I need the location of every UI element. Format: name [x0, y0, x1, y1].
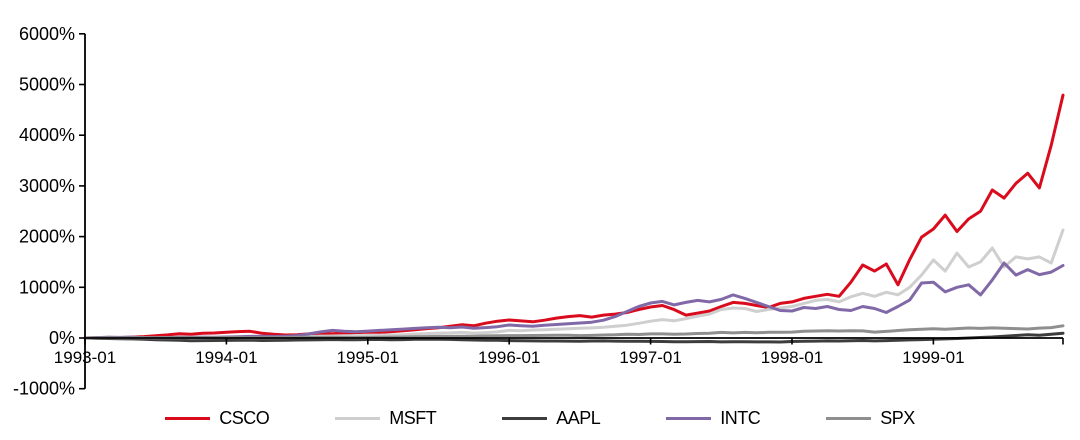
svg-text:-1000%: -1000%: [13, 379, 75, 399]
legend-item-intc: INTC: [666, 407, 761, 429]
series-line-aapl: [83, 331, 1065, 344]
legend-label-intc: INTC: [720, 407, 761, 428]
legend-label-msft: MSFT: [389, 407, 437, 428]
svg-text:1995-01: 1995-01: [337, 348, 399, 367]
svg-text:1996-01: 1996-01: [478, 348, 540, 367]
legend-swatch-csco: [165, 416, 211, 420]
legend-item-spx: SPX: [826, 408, 915, 429]
legend-swatch-intc: [666, 416, 712, 420]
svg-text:1997-01: 1997-01: [619, 348, 681, 367]
legend-label-aapl: AAPL: [556, 407, 601, 428]
svg-text:1993-01: 1993-01: [54, 348, 116, 367]
svg-text:1000%: 1000%: [19, 277, 75, 297]
chart-legend: CSCO MSFT AAPL INTC SPX: [0, 404, 1080, 432]
svg-text:6000%: 6000%: [19, 24, 75, 44]
svg-text:3000%: 3000%: [19, 176, 75, 196]
legend-item-msft: MSFT: [335, 407, 437, 429]
svg-text:5000%: 5000%: [19, 75, 75, 95]
legend-label-spx: SPX: [880, 407, 915, 428]
legend-swatch-aapl: [502, 416, 548, 420]
legend-swatch-msft: [335, 416, 381, 420]
svg-text:2000%: 2000%: [19, 227, 75, 247]
series-line-csco: [83, 93, 1065, 340]
svg-text:4000%: 4000%: [19, 125, 75, 145]
legend-item-csco: CSCO: [165, 407, 270, 429]
legend-label-csco: CSCO: [219, 407, 270, 428]
svg-text:0%: 0%: [49, 328, 75, 348]
legend-swatch-spx: [826, 416, 872, 420]
legend-item-aapl: AAPL: [502, 407, 601, 429]
svg-text:1994-01: 1994-01: [195, 348, 257, 367]
svg-text:1998-01: 1998-01: [761, 348, 823, 367]
svg-text:1999-01: 1999-01: [902, 348, 964, 367]
series-line-intc: [83, 261, 1065, 340]
